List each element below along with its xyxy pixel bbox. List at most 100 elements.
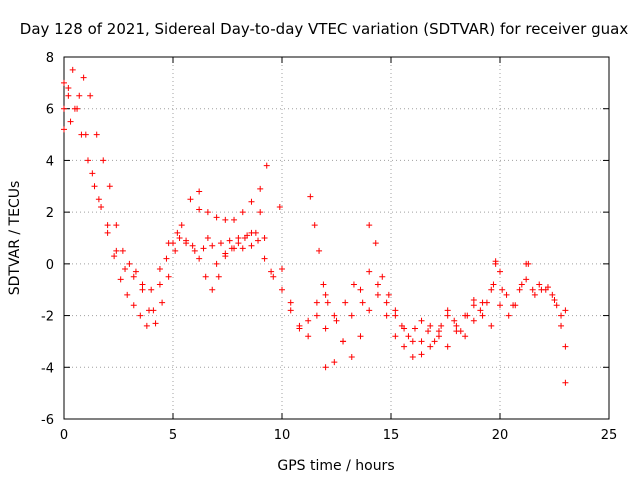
data-point: [279, 266, 285, 273]
data-point: [348, 353, 355, 360]
data-point: [523, 276, 530, 283]
data-point: [488, 322, 495, 329]
data-point: [176, 235, 183, 241]
data-point: [492, 258, 499, 265]
data-point: [228, 245, 235, 252]
data-point: [505, 312, 512, 319]
data-point: [438, 322, 445, 329]
data-point: [497, 302, 503, 309]
data-point: [392, 307, 399, 314]
x-axis-label: GPS time / hours: [277, 458, 394, 474]
data-point: [470, 302, 477, 309]
data-point: [562, 343, 569, 350]
data-point: [84, 157, 91, 164]
y-axis-label: SDTVAR / TECUs: [7, 181, 23, 296]
data-point: [196, 188, 203, 195]
data-point: [418, 338, 425, 345]
data-point: [213, 260, 220, 267]
data-point: [444, 307, 451, 314]
data-point: [156, 281, 163, 288]
data-point: [209, 286, 216, 293]
data-point: [331, 312, 338, 319]
data-point: [488, 286, 495, 293]
y-tick-label: 0: [46, 258, 54, 273]
data-point: [215, 273, 222, 280]
data-point: [276, 203, 283, 210]
data-point: [523, 260, 530, 267]
data-point: [104, 222, 111, 229]
data-point: [418, 317, 425, 324]
data-point: [529, 286, 536, 293]
data-point: [516, 286, 523, 293]
data-point: [401, 343, 408, 350]
data-point: [69, 66, 76, 73]
data-point: [305, 333, 312, 340]
data-point: [189, 242, 196, 249]
y-tick-label: -4: [41, 361, 54, 376]
x-tick-label: 20: [492, 428, 509, 443]
data-point: [409, 338, 416, 345]
data-point: [409, 353, 416, 360]
data-point: [558, 312, 565, 319]
y-tick-label: -6: [41, 413, 54, 428]
data-point: [241, 235, 248, 241]
data-point: [470, 297, 477, 304]
data-point: [359, 299, 366, 306]
data-point: [93, 131, 100, 138]
data-point: [512, 302, 519, 309]
data-point: [418, 351, 425, 358]
data-point: [137, 312, 144, 319]
data-point: [65, 85, 72, 92]
grid-lines: [64, 57, 609, 419]
data-point: [213, 214, 220, 221]
data-point: [462, 333, 469, 340]
data-point: [287, 307, 294, 314]
data-point: [80, 74, 87, 81]
data-point: [464, 312, 471, 319]
data-points: [61, 66, 569, 386]
data-point: [106, 183, 113, 190]
axis-ticks: [63, 56, 610, 420]
data-point: [239, 245, 246, 252]
data-point: [313, 312, 320, 319]
data-point: [124, 291, 131, 298]
data-point: [87, 92, 94, 99]
data-point: [178, 222, 185, 229]
data-point: [204, 209, 211, 216]
data-point: [239, 209, 246, 216]
plot-frame: [63, 56, 610, 420]
data-point: [342, 299, 349, 306]
data-point: [196, 206, 203, 213]
data-point: [130, 273, 137, 280]
data-point: [333, 317, 340, 324]
data-point: [497, 268, 503, 275]
data-point: [427, 343, 434, 350]
data-point: [383, 299, 390, 306]
data-point: [71, 105, 78, 112]
data-point: [261, 235, 268, 241]
data-point: [405, 333, 412, 340]
data-point: [348, 312, 355, 319]
data-point: [562, 307, 569, 314]
x-tick-label: 0: [60, 428, 68, 443]
data-point: [479, 312, 486, 319]
data-point: [457, 328, 464, 335]
chart-title: Day 128 of 2021, Sidereal Day-to-day VTE…: [20, 20, 629, 38]
data-point: [477, 307, 484, 314]
data-point: [61, 126, 67, 133]
data-point: [172, 247, 179, 254]
data-point: [111, 253, 118, 260]
data-point: [499, 286, 506, 293]
data-point: [117, 276, 124, 283]
data-point: [270, 273, 277, 280]
data-point: [217, 240, 224, 247]
data-point: [427, 322, 434, 329]
data-point: [531, 291, 538, 298]
data-point: [374, 291, 381, 298]
data-point: [411, 325, 418, 332]
x-tick-label: 5: [169, 428, 177, 443]
data-point: [392, 333, 399, 340]
data-point: [374, 281, 381, 288]
data-point: [451, 317, 458, 324]
